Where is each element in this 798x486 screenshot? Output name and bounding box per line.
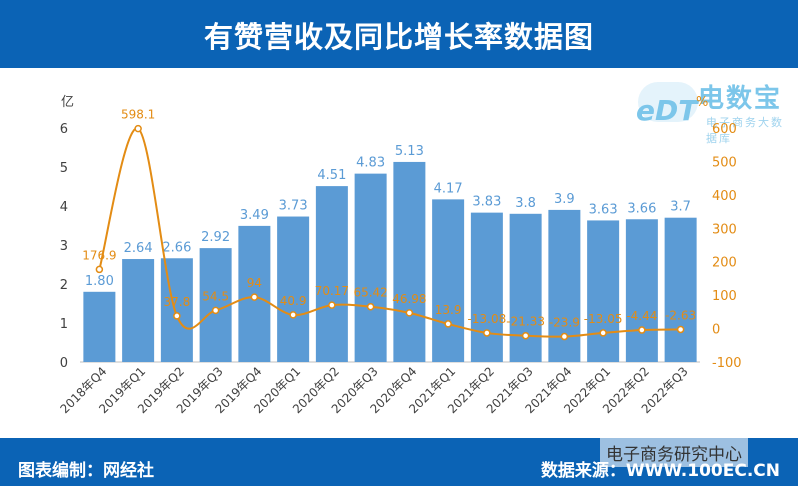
growth-rate-point: [444, 320, 452, 328]
growth-rate-label: 13.9: [435, 303, 462, 317]
revenue-bar-label: 4.51: [317, 168, 346, 183]
growth-rate-point: [599, 329, 607, 337]
growth-rate-point: [250, 293, 259, 301]
growth-rate-point: [328, 301, 336, 309]
growth-rate-label: 70.17: [315, 284, 349, 298]
revenue-bar-label: 4.83: [356, 156, 385, 171]
revenue-bar-label: 3.66: [627, 201, 656, 216]
growth-rate-label: -13.05: [584, 312, 623, 326]
y-left-tick-label: 6: [60, 122, 68, 137]
revenue-bar-label: 3.8: [515, 196, 536, 211]
y-right-tick-label: 0: [712, 323, 720, 338]
y-left-tick-label: 2: [60, 278, 68, 293]
revenue-bar: [432, 199, 465, 362]
revenue-bar: [664, 217, 697, 362]
revenue-bar: [83, 291, 116, 362]
growth-rate-label: 54.5: [202, 289, 229, 303]
y-right-tick-label: 200: [712, 256, 737, 271]
growth-rate-label: 37.8: [164, 295, 191, 309]
revenue-bar-label: 1.80: [85, 274, 114, 289]
growth-rate-label: 65.42: [353, 286, 387, 300]
growth-rate-label: 40.9: [280, 294, 307, 308]
growth-rate-point: [638, 326, 646, 334]
revenue-bar-label: 4.17: [434, 181, 463, 196]
growth-rate-point: [211, 306, 220, 315]
growth-rate-label: -23.9: [549, 316, 580, 330]
growth-rate-label: 94: [247, 276, 262, 290]
revenue-bar-label: 3.63: [589, 202, 618, 217]
growth-rate-label: 46.98: [392, 292, 426, 306]
revenue-bar: [470, 212, 503, 362]
y-left-tick-label: 5: [60, 161, 68, 176]
growth-rate-point: [134, 124, 142, 133]
revenue-bar: [354, 173, 387, 362]
y-right-tick-label: 300: [712, 222, 737, 237]
growth-rate-label: 598.1: [121, 108, 155, 122]
y-right-tick-label: -100: [712, 356, 742, 371]
y-right-tick-label: 400: [712, 189, 737, 204]
growth-rate-point: [560, 332, 569, 341]
y-left-tick-label: 1: [60, 317, 68, 332]
y-left-tick-label: 4: [60, 200, 68, 215]
revenue-bar: [393, 161, 426, 362]
revenue-bar-label: 3.7: [670, 200, 691, 215]
growth-rate-point: [173, 312, 181, 320]
growth-rate-point: [483, 329, 491, 337]
revenue-bar: [277, 216, 310, 362]
logo-mark: eDT: [636, 94, 698, 127]
dianshubao-logo: eDT 电数宝 电子商务大数据库: [632, 76, 792, 145]
revenue-bar-label: 2.92: [201, 230, 230, 245]
growth-rate-label: -2.63: [665, 308, 696, 322]
y-left-tick-label: 0: [60, 356, 68, 371]
logo-brand: 电数宝: [698, 84, 783, 114]
chart-title: 有赞营收及同比增长率数据图: [203, 20, 594, 54]
revenue-bar: [199, 248, 232, 362]
y-right-unit: %: [696, 95, 708, 110]
growth-rate-point: [95, 265, 104, 274]
revenue-bar-label: 5.13: [395, 144, 424, 159]
growth-rate-line: [98, 127, 681, 338]
growth-rate-point: [366, 302, 375, 311]
growth-rate-point: [521, 331, 530, 340]
growth-rate-label: 176.9: [82, 248, 116, 262]
growth-rate-point: [289, 311, 297, 319]
revenue-bar-label: 2.64: [124, 241, 153, 256]
growth-rate-label: -13.08: [468, 312, 507, 326]
watermark: 电子商务研究中心: [600, 438, 748, 467]
revenue-bar: [315, 186, 348, 362]
y-right-tick-label: 100: [712, 289, 737, 304]
y-left-unit: 亿: [61, 95, 74, 110]
y-right-tick-label: 600: [712, 122, 737, 137]
growth-rate-point: [676, 325, 685, 334]
y-right-tick-label: 500: [712, 155, 737, 170]
revenue-growth-chart: 0 1 2 3 4 5 6 亿 -100 0 100 200 300 400 500 600% 1.80 2.64…: [57, 95, 742, 416]
logo-tagline: 电子商务大数据库: [706, 116, 784, 145]
revenue-bar-label: 3.49: [240, 208, 269, 223]
y-left-tick-label: 3: [60, 239, 68, 254]
revenue-bar: [160, 258, 193, 362]
revenue-bar-label: 3.73: [279, 199, 308, 214]
revenue-bar-label: 3.83: [472, 195, 501, 210]
revenue-bar: [509, 213, 542, 362]
growth-rate-point: [405, 309, 414, 317]
revenue-bar-label: 3.9: [554, 192, 575, 207]
growth-rate-label: -21.33: [506, 315, 545, 329]
revenue-bar: [625, 219, 658, 362]
revenue-bar: [587, 220, 620, 362]
cloud-icon: [638, 82, 698, 122]
growth-rate-label: -4.44: [626, 309, 657, 323]
revenue-bar-label: 2.66: [162, 240, 191, 255]
chart-header: 有赞营收及同比增长率数据图: [0, 0, 798, 68]
footer-compiled-by: 图表编制：网经社: [18, 461, 154, 481]
revenue-bar: [122, 259, 155, 362]
